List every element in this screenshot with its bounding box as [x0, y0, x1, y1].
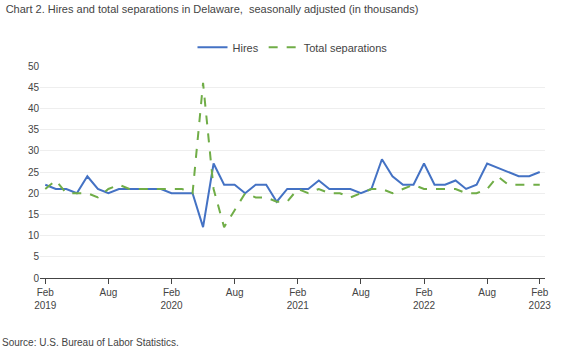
- svg-text:20: 20: [28, 188, 40, 199]
- svg-text:30: 30: [28, 145, 40, 156]
- svg-text:0: 0: [33, 273, 39, 284]
- svg-text:Aug: Aug: [478, 287, 496, 298]
- svg-text:Feb2019: Feb2019: [34, 287, 57, 311]
- svg-text:Feb2022: Feb2022: [413, 287, 436, 311]
- svg-text:10: 10: [28, 230, 40, 241]
- svg-text:35: 35: [28, 124, 40, 135]
- svg-text:25: 25: [28, 167, 40, 178]
- svg-text:Feb2021: Feb2021: [287, 287, 310, 311]
- svg-text:40: 40: [28, 103, 40, 114]
- svg-text:Feb2023: Feb2023: [529, 287, 552, 311]
- svg-text:Aug: Aug: [226, 287, 244, 298]
- svg-text:Total separations: Total separations: [304, 42, 388, 54]
- svg-text:45: 45: [28, 82, 40, 93]
- svg-text:50: 50: [28, 61, 40, 72]
- svg-text:Aug: Aug: [99, 287, 117, 298]
- svg-text:15: 15: [28, 209, 40, 220]
- svg-text:Source: U.S. Bureau of Labor S: Source: U.S. Bureau of Labor Statistics.: [2, 337, 179, 348]
- svg-text:Feb2020: Feb2020: [160, 287, 183, 311]
- svg-text:Chart 2. Hires and total separ: Chart 2. Hires and total separations in …: [6, 3, 419, 15]
- svg-text:Aug: Aug: [352, 287, 370, 298]
- svg-text:Hires: Hires: [233, 42, 259, 54]
- svg-text:5: 5: [33, 251, 39, 262]
